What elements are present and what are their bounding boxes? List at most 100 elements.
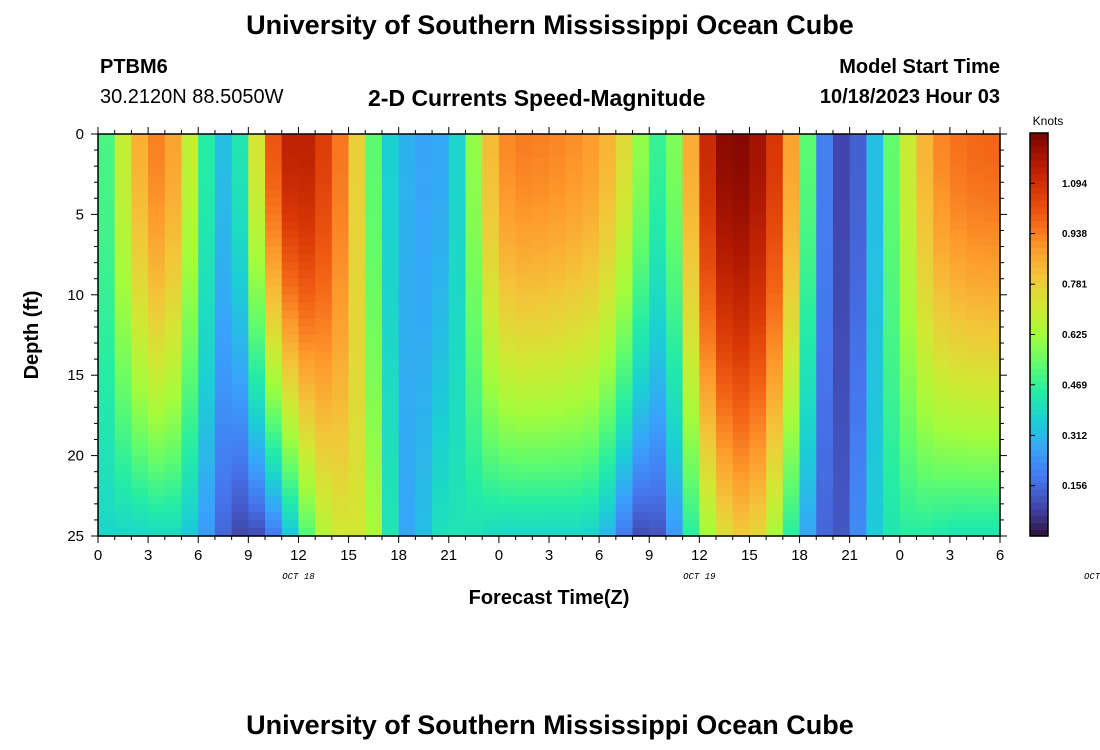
heatmap-cell (515, 278, 533, 288)
heatmap-cell (331, 198, 350, 207)
heatmap-cell (933, 238, 951, 248)
heatmap-cell (832, 278, 851, 288)
heatmap-cell (599, 439, 617, 449)
heatmap-cell (532, 487, 550, 497)
heatmap-cell (281, 286, 300, 296)
heatmap-cell (582, 182, 600, 191)
heatmap-cell (649, 230, 667, 240)
heatmap-cell (649, 511, 667, 521)
heatmap-cell (816, 318, 834, 328)
heatmap-cell (582, 246, 600, 256)
model-start-time: 10/18/2023 Hour 03 (819, 86, 1000, 108)
heatmap-cell (398, 519, 416, 529)
heatmap-cell (181, 527, 199, 537)
heatmap-cell (148, 359, 166, 368)
heatmap-cell (532, 415, 550, 425)
heatmap-cell (716, 150, 734, 159)
heatmap-cell (164, 503, 183, 513)
heatmap-cell (949, 407, 968, 416)
heatmap-cell (916, 519, 934, 529)
heatmap-cell (515, 527, 533, 537)
heatmap-cell (315, 439, 333, 449)
heatmap-cell (248, 190, 266, 199)
x-tick-label: 6 (595, 547, 603, 564)
heatmap-cell (348, 246, 366, 256)
heatmap-cell (699, 447, 717, 457)
heatmap-cell (899, 238, 918, 248)
heatmap-cell (498, 230, 517, 240)
heatmap-cell (916, 343, 934, 352)
heatmap-cell (114, 383, 132, 392)
heatmap-cell (298, 351, 316, 360)
heatmap-cell (682, 527, 700, 537)
heatmap-cell (298, 214, 316, 224)
heatmap-cell (298, 375, 316, 384)
heatmap-cell (599, 302, 617, 312)
heatmap-cell (98, 270, 116, 280)
heatmap-cell (381, 222, 400, 232)
heatmap-cell (649, 246, 667, 256)
heatmap-cell (365, 487, 383, 497)
heatmap-cell (749, 495, 767, 505)
heatmap-cell (298, 182, 316, 191)
heatmap-cell (899, 495, 918, 505)
heatmap-cell (432, 270, 450, 280)
heatmap-cell (682, 471, 700, 481)
heatmap-cell (866, 487, 884, 497)
heatmap-cell (732, 351, 751, 360)
heatmap-cell (348, 278, 366, 288)
heatmap-cell (866, 439, 884, 449)
heatmap-cell (398, 431, 416, 441)
heatmap-cell (465, 190, 483, 199)
heatmap-cell (966, 278, 984, 288)
heatmap-cell (315, 246, 333, 256)
heatmap-cell (582, 198, 600, 207)
heatmap-cell (732, 174, 751, 183)
heatmap-cell (799, 142, 817, 151)
heatmap-cell (766, 214, 784, 224)
heatmap-cell (365, 407, 383, 416)
heatmap-cell (716, 166, 734, 175)
heatmap-cell (214, 439, 233, 449)
heatmap-cell (866, 190, 884, 199)
heatmap-cell (933, 479, 951, 489)
heatmap-cell (949, 270, 968, 280)
heatmap-cell (448, 286, 467, 296)
heatmap-cell (398, 415, 416, 425)
heatmap-cell (983, 455, 1001, 465)
heatmap-cell (615, 310, 634, 320)
heatmap-cell (365, 479, 383, 489)
heatmap-cell (615, 206, 634, 215)
heatmap-cell (582, 206, 600, 215)
heatmap-cell (632, 471, 650, 481)
heatmap-cell (649, 158, 667, 167)
heatmap-cell (916, 367, 934, 376)
heatmap-cell (832, 439, 851, 449)
heatmap-cell (899, 351, 918, 360)
heatmap-cell (649, 254, 667, 264)
heatmap-cell (549, 471, 567, 481)
heatmap-cell (331, 318, 350, 328)
heatmap-cell (348, 439, 366, 449)
heatmap-cell (883, 407, 901, 416)
heatmap-cell (498, 527, 517, 537)
heatmap-cell (782, 174, 801, 183)
heatmap-cell (582, 487, 600, 497)
heatmap-cell (214, 158, 233, 167)
heatmap-cell (281, 487, 300, 497)
heatmap-cell (582, 431, 600, 441)
heatmap-cell (816, 519, 834, 529)
heatmap-cell (599, 511, 617, 521)
heatmap-cell (498, 254, 517, 264)
heatmap-cell (916, 294, 934, 304)
heatmap-cell (331, 230, 350, 240)
heatmap-cell (381, 423, 400, 433)
heatmap-cell (482, 238, 500, 248)
heatmap-cell (983, 511, 1001, 521)
heatmap-cell (866, 134, 884, 143)
heatmap-cell (448, 399, 467, 408)
heatmap-cell (983, 190, 1001, 199)
heatmap-cell (482, 254, 500, 264)
heatmap-cell (448, 519, 467, 529)
heatmap-cell (832, 318, 851, 328)
